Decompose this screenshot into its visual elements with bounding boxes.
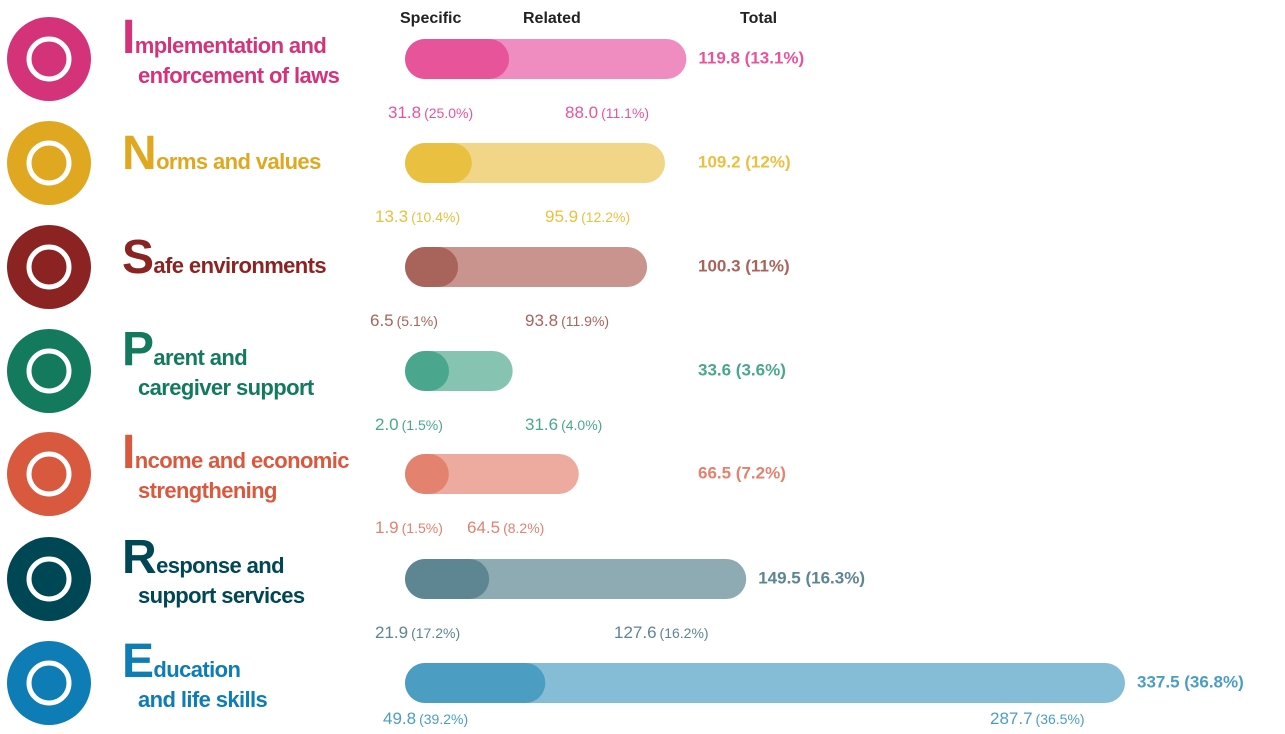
column-header: Total (740, 10, 777, 27)
category-label: Income and economic strengthening (122, 426, 350, 506)
icon-glyph (26, 244, 72, 290)
segment-value: 31.8 (388, 103, 421, 122)
bar-related (405, 143, 666, 183)
category-line: Education (122, 635, 241, 688)
bar-specific (405, 663, 546, 703)
category-line: enforcement of laws (138, 63, 340, 88)
segment-value: 287.7 (990, 709, 1033, 728)
total-label: 109.2 (12%) (698, 152, 791, 171)
icon-glyph (26, 451, 72, 497)
bar-related (405, 663, 1125, 703)
bar-specific (405, 454, 449, 494)
category-icon (7, 432, 91, 516)
category-line: Implementation and (122, 11, 327, 64)
segment-value: 64.5 (467, 518, 500, 537)
total-label: 100.3 (11%) (698, 256, 790, 275)
bar-related (405, 454, 579, 494)
total-label: 149.5 (16.3%) (758, 568, 865, 587)
segment-label: 49.8 (39.2%) (383, 709, 468, 728)
segment-label: 13.3 (10.4%) (375, 207, 460, 226)
bar-related (405, 559, 747, 599)
segment-share: (39.2%) (419, 711, 468, 727)
icon-glyph (26, 556, 72, 602)
category-icon (7, 537, 91, 621)
bar-specific (405, 39, 510, 79)
segment-label: 93.8 (11.9%) (525, 311, 609, 330)
segment-share: (25.0%) (424, 105, 473, 121)
bar-related (405, 247, 648, 287)
category-line: Safe environments (122, 231, 327, 284)
segment-value: 6.5 (370, 311, 394, 330)
icon-glyph (26, 36, 72, 82)
segment-label: 6.5 (5.1%) (370, 311, 438, 330)
category-line: Response and (122, 531, 285, 584)
segment-value: 13.3 (375, 207, 408, 226)
segment-label: 95.9 (12.2%) (545, 207, 630, 226)
category-line: strengthening (138, 478, 277, 503)
segment-share: (1.5%) (402, 417, 443, 433)
segment-value: 2.0 (375, 415, 399, 434)
segment-value: 88.0 (565, 103, 598, 122)
segment-label: 127.6 (16.2%) (614, 623, 709, 642)
segment-share: (16.2%) (660, 625, 709, 641)
segment-value: 93.8 (525, 311, 558, 330)
category-icon (7, 17, 91, 101)
segment-value: 127.6 (614, 623, 657, 642)
category-line: Income and economic (122, 426, 350, 479)
segment-label: 2.0 (1.5%) (375, 415, 443, 434)
bar-specific (405, 351, 450, 391)
total-label: 119.8 (13.1%) (698, 48, 804, 67)
segment-label: 1.9 (1.5%) (375, 518, 443, 537)
segment-value: 21.9 (375, 623, 408, 642)
category-label: Education and life skills (122, 635, 268, 715)
segment-share: (1.5%) (402, 520, 443, 536)
segment-value: 95.9 (545, 207, 578, 226)
category-label: Response and support services (122, 531, 305, 611)
segment-share: (11.1%) (601, 105, 649, 121)
category-icon (7, 225, 91, 309)
icon-glyph (26, 348, 72, 394)
segment-share: (10.4%) (411, 209, 460, 225)
segment-label: 21.9 (17.2%) (375, 623, 460, 642)
category-line: Norms and values (122, 127, 321, 180)
bar-specific (405, 559, 490, 599)
category-icon (7, 121, 91, 205)
segment-label: 31.6 (4.0%) (525, 415, 602, 434)
total-label: 66.5 (7.2%) (698, 463, 786, 482)
segment-label: 287.7 (36.5%) (990, 709, 1085, 728)
category-label: Norms and values (122, 127, 321, 180)
segment-value: 49.8 (383, 709, 416, 728)
category-icon (7, 641, 91, 725)
bar-specific (405, 143, 472, 183)
icon-glyph (26, 140, 72, 186)
category-icon (7, 329, 91, 413)
segment-label: 31.8 (25.0%) (388, 103, 473, 122)
total-label: 337.5 (36.8%) (1137, 672, 1244, 691)
segment-label: 88.0 (11.1%) (565, 103, 649, 122)
segment-value: 31.6 (525, 415, 558, 434)
icon-glyph (26, 660, 72, 706)
category-label: Safe environments (122, 231, 327, 284)
category-line: Parent and (122, 323, 248, 376)
category-line: support services (138, 583, 305, 608)
category-line: and life skills (138, 687, 268, 712)
segment-value: 1.9 (375, 518, 399, 537)
total-label: 33.6 (3.6%) (698, 360, 786, 379)
segment-label: 64.5 (8.2%) (467, 518, 544, 537)
bar-specific (405, 247, 459, 287)
segment-share: (17.2%) (411, 625, 460, 641)
segment-share: (4.0%) (561, 417, 602, 433)
segment-share: (8.2%) (503, 520, 544, 536)
segment-share: (36.5%) (1036, 711, 1085, 727)
category-label: Parent and caregiver support (122, 323, 314, 403)
category-label: Implementation and enforcement of laws (122, 11, 340, 91)
segment-share: (12.2%) (581, 209, 630, 225)
segment-share: (5.1%) (397, 313, 438, 329)
segment-share: (11.9%) (561, 313, 609, 329)
category-line: caregiver support (138, 375, 314, 400)
column-header: Specific (400, 10, 461, 27)
column-header: Related (523, 10, 581, 27)
